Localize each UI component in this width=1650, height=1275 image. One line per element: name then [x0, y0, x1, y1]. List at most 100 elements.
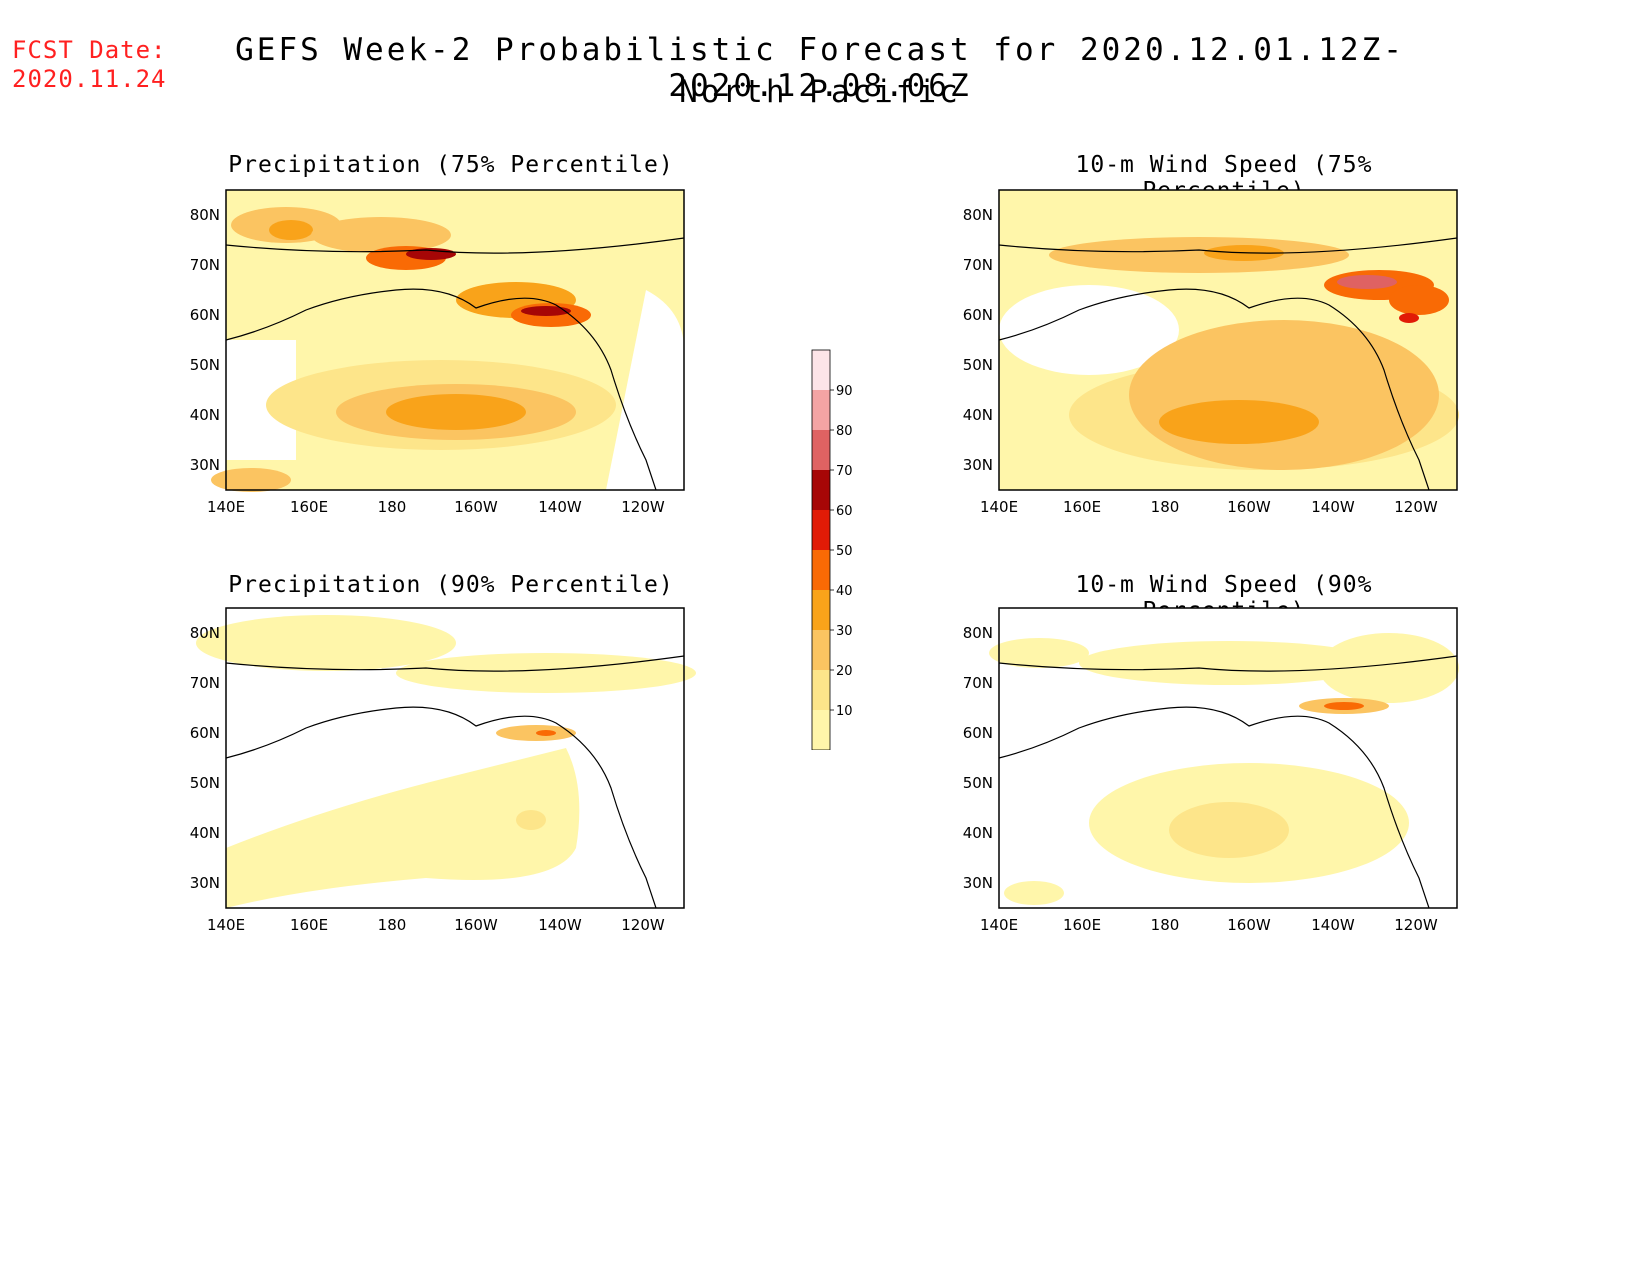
map-panel-wind90: 80N 70N 60N 50N 40N 30N 140E 160E 180 16…	[943, 607, 1473, 948]
map-frame	[225, 189, 685, 491]
probability-contours	[196, 615, 696, 908]
colorbar-label: 90	[836, 384, 853, 399]
colorbar-label: 40	[836, 584, 853, 599]
y-tick-60n: 60N	[963, 724, 993, 742]
y-tick-40n: 40N	[190, 406, 220, 424]
x-axis: 140E 160E 180 160W 140W 120W	[980, 498, 1438, 516]
coastline	[998, 237, 1458, 491]
y-tick-60n: 60N	[190, 306, 220, 324]
y-tick-40n: 40N	[963, 406, 993, 424]
x-tick-120w: 120W	[1394, 916, 1438, 934]
x-tick-120w: 120W	[1394, 498, 1438, 516]
y-tick-40n: 40N	[190, 824, 220, 842]
y-tick-60n: 60N	[190, 724, 220, 742]
colorbar: 10 20 30 40 50 60 70 80 90	[795, 330, 875, 754]
y-axis: 80N 70N 60N 50N 40N 30N	[190, 624, 220, 892]
x-tick-180: 180	[378, 498, 407, 516]
forecast-date-label: FCST Date:	[12, 36, 167, 64]
colorbar-segment	[812, 470, 830, 510]
y-tick-70n: 70N	[190, 256, 220, 274]
colorbar-segment	[812, 390, 830, 430]
colorbar-segment	[812, 350, 830, 390]
coastline	[225, 237, 685, 491]
y-tick-80n: 80N	[190, 206, 220, 224]
map-svg-wind90: 80N 70N 60N 50N 40N 30N 140E 160E 180 16…	[963, 607, 1459, 934]
x-tick-140w: 140W	[1311, 498, 1355, 516]
x-axis: 140E 160E 180 160W 140W 120W	[207, 498, 665, 516]
x-tick-120w: 120W	[621, 498, 665, 516]
map-frame	[998, 607, 1458, 909]
colorbar-label: 10	[836, 704, 853, 719]
y-tick-80n: 80N	[963, 206, 993, 224]
colorbar-segment	[812, 670, 830, 710]
forecast-date-block: FCST Date: 2020.11.24	[12, 36, 167, 94]
x-tick-160e: 160E	[1063, 498, 1101, 516]
map-panel-precip90: 80N 70N 60N 50N 40N 30N 140E 160E 180 16…	[170, 607, 700, 948]
colorbar-label: 20	[836, 664, 853, 679]
colorbar-segment	[812, 590, 830, 630]
y-axis: 80N 70N 60N 50N 40N 30N	[190, 206, 220, 474]
page-title: GEFS Week-2 Probabilistic Forecast for 2…	[235, 32, 1405, 104]
forecast-date-value: 2020.11.24	[12, 65, 167, 93]
map-panel-precip75: 80N 70N 60N 50N 40N 30N 140E 160E 180 16…	[170, 189, 700, 530]
x-tick-160w: 160W	[454, 498, 498, 516]
region-subtitle: North Pacific	[679, 74, 961, 110]
probability-contours	[989, 633, 1459, 905]
panel-title-precip90: Precipitation (90% Percentile)	[228, 572, 674, 598]
panel-title-precip75: Precipitation (75% Percentile)	[228, 152, 674, 178]
y-tick-70n: 70N	[190, 674, 220, 692]
y-tick-40n: 40N	[963, 824, 993, 842]
y-tick-50n: 50N	[190, 774, 220, 792]
x-tick-140e: 140E	[980, 916, 1018, 934]
x-tick-140w: 140W	[1311, 916, 1355, 934]
x-tick-140w: 140W	[538, 916, 582, 934]
map-panel-wind75: 80N 70N 60N 50N 40N 30N 140E 160E 180 16…	[943, 189, 1473, 530]
y-tick-80n: 80N	[963, 624, 993, 642]
x-tick-160e: 160E	[290, 498, 328, 516]
y-tick-60n: 60N	[963, 306, 993, 324]
probability-contours	[211, 207, 684, 492]
x-tick-160w: 160W	[454, 916, 498, 934]
x-tick-160e: 160E	[290, 916, 328, 934]
colorbar-label: 70	[836, 464, 853, 479]
y-tick-50n: 50N	[963, 356, 993, 374]
y-tick-70n: 70N	[963, 256, 993, 274]
colorbar-svg: 10 20 30 40 50 60 70 80 90	[811, 349, 853, 751]
colorbar-label: 30	[836, 624, 853, 639]
y-axis: 80N 70N 60N 50N 40N 30N	[963, 206, 993, 474]
map-svg-precip75: 80N 70N 60N 50N 40N 30N 140E 160E 180 16…	[190, 189, 685, 516]
x-tick-140w: 140W	[538, 498, 582, 516]
colorbar-label: 80	[836, 424, 853, 439]
x-tick-140e: 140E	[980, 498, 1018, 516]
colorbar-segment	[812, 510, 830, 550]
x-tick-180: 180	[1151, 498, 1180, 516]
map-frame	[225, 607, 685, 909]
colorbar-segment	[812, 550, 830, 590]
x-tick-180: 180	[378, 916, 407, 934]
y-tick-30n: 30N	[190, 874, 220, 892]
x-axis: 140E 160E 180 160W 140W 120W	[980, 916, 1438, 934]
x-tick-160w: 160W	[1227, 498, 1271, 516]
colorbar-segment	[812, 630, 830, 670]
coastline	[998, 655, 1458, 909]
map-svg-wind75: 80N 70N 60N 50N 40N 30N 140E 160E 180 16…	[963, 189, 1459, 516]
x-axis: 140E 160E 180 160W 140W 120W	[207, 916, 665, 934]
y-tick-30n: 30N	[963, 456, 993, 474]
x-tick-160e: 160E	[1063, 916, 1101, 934]
y-tick-70n: 70N	[963, 674, 993, 692]
x-tick-160w: 160W	[1227, 916, 1271, 934]
y-tick-30n: 30N	[190, 456, 220, 474]
coastline	[225, 655, 685, 909]
colorbar-segment	[812, 710, 830, 750]
y-tick-30n: 30N	[963, 874, 993, 892]
colorbar-segment	[812, 430, 830, 470]
y-axis: 80N 70N 60N 50N 40N 30N	[963, 624, 993, 892]
x-tick-180: 180	[1151, 916, 1180, 934]
map-frame	[998, 189, 1458, 491]
y-tick-50n: 50N	[190, 356, 220, 374]
y-tick-50n: 50N	[963, 774, 993, 792]
x-tick-140e: 140E	[207, 916, 245, 934]
x-tick-140e: 140E	[207, 498, 245, 516]
colorbar-label: 50	[836, 544, 853, 559]
colorbar-label: 60	[836, 504, 853, 519]
